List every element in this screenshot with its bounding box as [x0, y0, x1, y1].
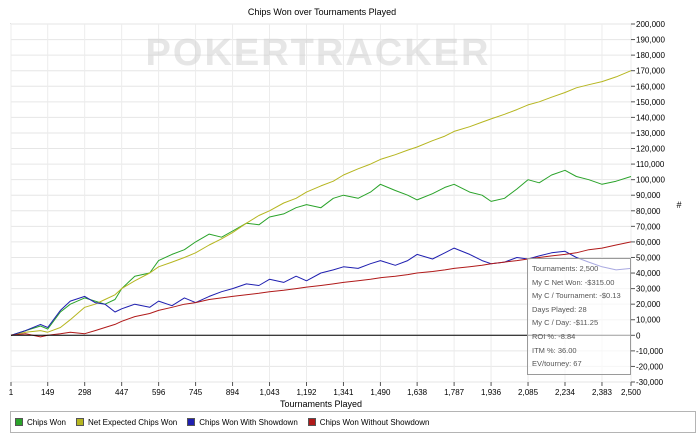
x-tick-label: 1,787 [444, 388, 465, 397]
series-line-net-expected-chips-won [10, 70, 632, 336]
x-tick-label: 298 [78, 388, 92, 397]
y-tick-label: 10,000 [636, 316, 661, 325]
x-tick-label: 1 [9, 388, 14, 397]
series-line-chips-won-without-showdown [10, 241, 632, 338]
x-tick-label: 2,234 [555, 388, 576, 397]
legend-swatch [187, 418, 196, 426]
y-tick-label: 40,000 [636, 269, 661, 278]
x-tick-label: 2,085 [518, 388, 539, 397]
x-tick-label: 1,490 [370, 388, 391, 397]
y-tick-label: 0 [636, 331, 641, 340]
y-tick-label: 30,000 [636, 285, 661, 294]
y-tick-label: -10,000 [636, 347, 664, 356]
y-tick-label: 140,000 [636, 113, 665, 122]
x-tick-label: 745 [189, 388, 203, 397]
y-tick-label: 70,000 [636, 222, 661, 231]
stats-tooltip: Tournaments: 2,500 My C Net Won: -$315.0… [527, 258, 631, 375]
y-tick-label: 50,000 [636, 253, 661, 262]
tooltip-line: EV/tourney: 67 [532, 359, 582, 369]
x-tick-label: 447 [115, 388, 129, 397]
y-tick-label: 180,000 [636, 51, 665, 60]
chart-title: Chips Won over Tournaments Played [248, 7, 396, 17]
tooltip-line: Days Played: 28 [532, 304, 587, 314]
y-axis-unit: # [676, 200, 681, 210]
x-axis-ticks: 1 149 298 447 596 745 894 1,043 1,192 1,341 1,490 1… [9, 382, 642, 397]
legend-item-net-expected[interactable]: Net Expected Chips Won [75, 417, 178, 427]
x-tick-label: 1,638 [407, 388, 428, 397]
y-tick-label: 150,000 [636, 98, 665, 107]
y-tick-label: 20,000 [636, 300, 661, 309]
legend-item-chips-won[interactable]: Chips Won [15, 418, 66, 427]
y-tick-label: 190,000 [636, 36, 665, 45]
x-tick-label: 596 [152, 388, 166, 397]
y-tick-label: 90,000 [636, 191, 661, 200]
series-layer [10, 70, 632, 338]
legend-label: Chips Won [27, 417, 66, 427]
tooltip-line: My C / Tournament: -$0.13 [532, 291, 621, 301]
y-tick-label: -20,000 [636, 362, 664, 371]
tooltip-line: My C Net Won: -$315.00 [532, 277, 615, 287]
y-tick-label: 60,000 [636, 238, 661, 247]
y-tick-label: 100,000 [636, 176, 665, 185]
x-axis-label: Tournaments Played [280, 399, 362, 409]
legend-swatch [15, 418, 23, 426]
y-tick-label: 170,000 [636, 67, 665, 76]
y-tick-label: 120,000 [636, 145, 665, 154]
x-tick-label: 1,341 [333, 388, 354, 397]
tooltip-line: Tournaments: 2,500 [532, 264, 599, 273]
legend-item-with-showdown[interactable]: Chips Won With Showdown [187, 418, 298, 427]
tooltip-line: ITM %: 36.00 [532, 345, 577, 355]
tooltip-line: My C / Day: -$11.25 [532, 318, 599, 328]
y-tick-label: 200,000 [636, 20, 665, 29]
x-tick-label: 1,936 [481, 388, 502, 397]
y-tick-label: 130,000 [636, 129, 665, 138]
legend-item-without-showdown[interactable]: Chips Won Without Showdown [307, 417, 430, 427]
x-tick-label: 1,043 [260, 388, 281, 397]
tooltip-line: ROI %: -8.84 [532, 331, 576, 341]
x-tick-label: 149 [41, 388, 55, 397]
y-tick-label: -30,000 [636, 378, 664, 387]
y-tick-label: 80,000 [636, 207, 661, 216]
legend-label: Net Expected Chips Won [87, 417, 178, 427]
x-tick-label: 894 [226, 388, 240, 397]
legend-swatch [307, 418, 316, 426]
legend-label: Chips Won Without Showdown [319, 417, 430, 427]
y-tick-label: 110,000 [636, 160, 665, 169]
series-line-chips-won-with-showdown [10, 247, 632, 336]
pokertracker-watermark: POKERTRACKER [146, 32, 491, 74]
series-line-chips-won [10, 169, 632, 336]
y-axis-ticks: -30,000 -20,000 -10,000 0 10,000 20,000 30,000… [631, 20, 665, 387]
x-tick-label: 1,192 [296, 388, 317, 397]
y-tick-label: 160,000 [636, 82, 665, 91]
x-tick-label: 2,383 [592, 388, 613, 397]
x-tick-label: 2,500 [621, 388, 642, 397]
legend-swatch [75, 418, 84, 426]
chart-legend: Chips Won Net Expected Chips Won Chips W… [10, 411, 696, 433]
legend-label: Chips Won With Showdown [199, 417, 298, 427]
